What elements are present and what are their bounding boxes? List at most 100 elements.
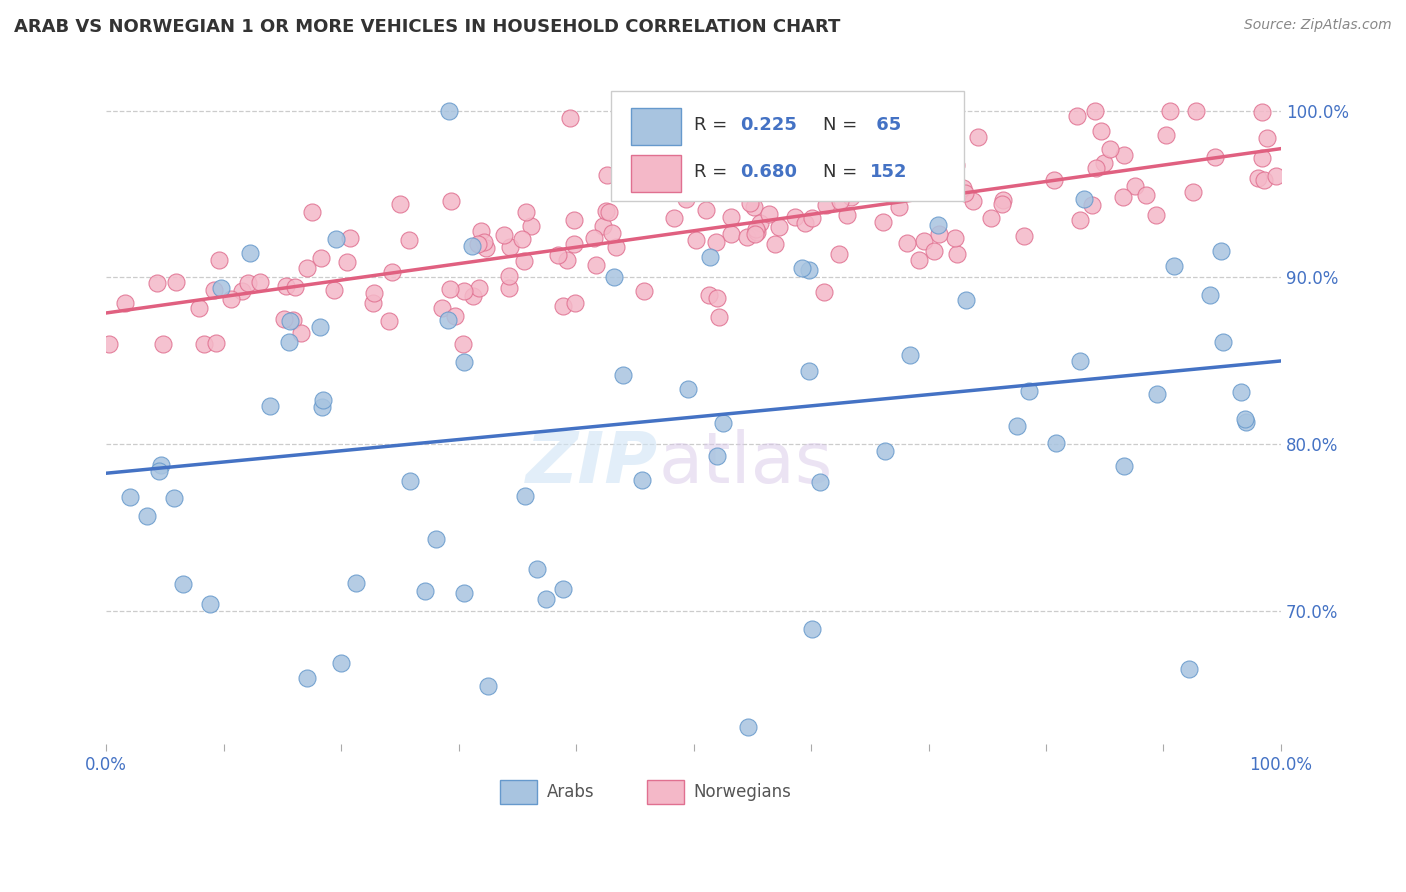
- Point: [1081, 198, 1104, 212]
- Point: [707, 310, 730, 325]
- Point: [924, 244, 946, 258]
- Point: [747, 225, 769, 239]
- Point: [498, 281, 520, 295]
- Point: [1264, 169, 1286, 184]
- Point: [907, 252, 929, 267]
- Point: [873, 444, 896, 458]
- Point: [547, 247, 569, 261]
- Point: [828, 247, 851, 261]
- Point: [711, 417, 734, 431]
- Point: [290, 326, 312, 340]
- Point: [339, 230, 361, 244]
- Point: [311, 401, 333, 415]
- Point: [308, 319, 330, 334]
- Point: [439, 282, 461, 296]
- Point: [1098, 142, 1121, 156]
- Point: [1135, 188, 1157, 202]
- Point: [149, 458, 172, 472]
- Point: [912, 234, 935, 248]
- Point: [841, 190, 863, 204]
- Point: [1146, 386, 1168, 401]
- Point: [432, 301, 454, 316]
- Point: [602, 269, 624, 284]
- FancyBboxPatch shape: [647, 780, 685, 804]
- Point: [193, 337, 215, 351]
- Point: [592, 219, 614, 234]
- Point: [706, 450, 728, 464]
- Point: [768, 219, 790, 234]
- Text: N =: N =: [823, 116, 863, 134]
- Point: [896, 235, 918, 250]
- Point: [1043, 173, 1066, 187]
- Point: [498, 268, 520, 283]
- Point: [775, 182, 797, 196]
- Point: [152, 337, 174, 351]
- Point: [633, 285, 655, 299]
- Text: R =: R =: [693, 116, 733, 134]
- FancyBboxPatch shape: [612, 91, 963, 201]
- Point: [738, 196, 761, 211]
- Point: [474, 235, 496, 249]
- Text: ZIP: ZIP: [526, 429, 658, 499]
- Point: [706, 291, 728, 305]
- Point: [555, 253, 578, 268]
- Point: [1212, 334, 1234, 349]
- Point: [1178, 662, 1201, 676]
- Point: [120, 491, 142, 505]
- Point: [749, 217, 772, 231]
- Point: [98, 337, 121, 351]
- Point: [801, 623, 824, 637]
- Point: [284, 280, 307, 294]
- Point: [562, 236, 585, 251]
- Point: [1018, 384, 1040, 398]
- Point: [720, 211, 742, 225]
- Text: Arabs: Arabs: [547, 783, 595, 801]
- Text: 152: 152: [870, 162, 907, 180]
- Point: [1250, 151, 1272, 165]
- Point: [312, 392, 335, 407]
- Point: [1112, 148, 1135, 162]
- Point: [887, 200, 910, 214]
- Point: [742, 200, 765, 214]
- Point: [1209, 244, 1232, 258]
- Point: [453, 337, 475, 351]
- Point: [309, 251, 332, 265]
- Point: [520, 219, 543, 233]
- Point: [659, 160, 682, 174]
- Point: [399, 475, 422, 489]
- Point: [470, 224, 492, 238]
- Point: [1012, 229, 1035, 244]
- Point: [219, 293, 242, 307]
- Point: [1073, 192, 1095, 206]
- Point: [413, 583, 436, 598]
- Point: [941, 155, 963, 169]
- Point: [114, 296, 136, 310]
- FancyBboxPatch shape: [631, 109, 681, 145]
- Point: [993, 193, 1015, 207]
- Point: [515, 205, 537, 219]
- Point: [512, 232, 534, 246]
- Point: [344, 576, 367, 591]
- Point: [596, 168, 619, 182]
- Point: [562, 213, 585, 227]
- Point: [797, 364, 820, 378]
- Text: ARAB VS NORWEGIAN 1 OR MORE VEHICLES IN HOUSEHOLD CORRELATION CHART: ARAB VS NORWEGIAN 1 OR MORE VEHICLES IN …: [14, 18, 841, 36]
- Point: [830, 194, 852, 208]
- Point: [301, 205, 323, 219]
- Point: [720, 227, 742, 241]
- Point: [1069, 212, 1091, 227]
- Point: [467, 237, 489, 252]
- Point: [631, 473, 654, 487]
- Point: [146, 276, 169, 290]
- Text: 65: 65: [870, 116, 901, 134]
- Text: Source: ZipAtlas.com: Source: ZipAtlas.com: [1244, 18, 1392, 32]
- Point: [494, 227, 516, 242]
- Point: [440, 194, 463, 209]
- Point: [259, 399, 281, 413]
- FancyBboxPatch shape: [499, 780, 537, 804]
- Point: [439, 103, 461, 118]
- Point: [1247, 171, 1270, 186]
- Point: [1234, 415, 1257, 429]
- Point: [444, 310, 467, 324]
- Point: [172, 577, 194, 591]
